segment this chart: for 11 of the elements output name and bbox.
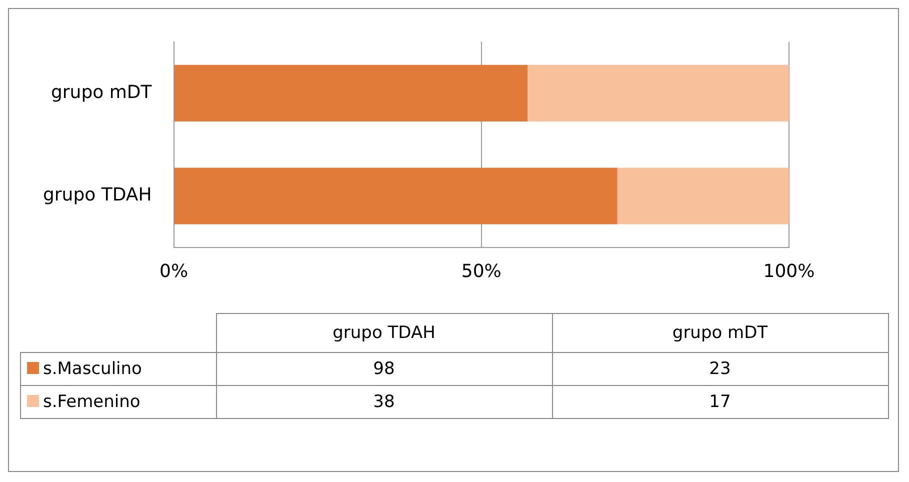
text: 23 <box>552 352 888 386</box>
legend-label: s.Femenino <box>20 386 216 418</box>
legend-label: s.Masculino <box>20 352 216 386</box>
text: 17 <box>552 386 888 418</box>
text: 98 <box>216 352 552 386</box>
text: 38 <box>216 386 552 418</box>
category-label: grupo mDT <box>672 323 768 343</box>
x-tick-label: 0% <box>160 260 188 282</box>
x-tick-label: 50% <box>461 260 502 282</box>
category-label: grupo TDAH <box>332 323 436 343</box>
x-tick-label: 100% <box>763 260 815 282</box>
